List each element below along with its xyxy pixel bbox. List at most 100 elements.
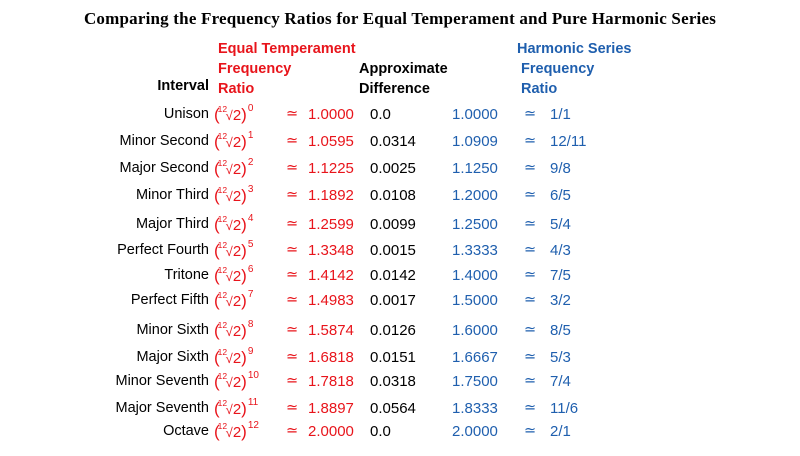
interval-name: Minor Sixth [136, 322, 209, 339]
harmonic-fraction: 11/6 [550, 399, 579, 417]
harmonic-decimal-value: 1.0909 [452, 132, 498, 150]
exponent: 2 [247, 156, 254, 168]
root-base: 2 [232, 323, 242, 341]
radical-icon: √ [225, 351, 233, 367]
table-row: Major Second (12 √2)2 ≃ 1.1225 0.0025 1.1250 ≃ 9… [0, 156, 800, 187]
harmonic-fraction: 2/1 [550, 422, 571, 440]
et-ratio-value: 1.2599 [308, 215, 354, 233]
radical-symbol: 12 √2 [218, 185, 241, 205]
harmonic-decimal-value: 1.6000 [452, 322, 498, 340]
et-ratio-value: 1.8897 [308, 399, 354, 417]
table-row: Minor Third (12 √2)3 ≃ 1.1892 0.0108 1.2000 ≃ 6/… [0, 183, 800, 214]
difference-header: Approximate Difference [359, 59, 448, 99]
radical-icon: √ [225, 294, 233, 310]
root-base: 2 [232, 216, 242, 234]
difference-value: 0.0564 [370, 399, 416, 417]
exponent: 10 [247, 369, 259, 381]
table-row: Unison (12 √2)0 ≃ 1.0000 0.0 1.0000 ≃ 1/1 [0, 103, 800, 133]
approx-symbol: ≃ [286, 132, 299, 149]
harmonic-fraction: 12/11 [550, 132, 587, 150]
harmonic-fraction: 3/2 [550, 292, 571, 310]
exponent: 9 [247, 346, 254, 358]
radical-icon: √ [225, 269, 233, 285]
interval-table: Unison (12 √2)0 ≃ 1.0000 0.0 1.0000 ≃ 1/1 Minor S… [0, 103, 800, 456]
radical-icon: √ [225, 161, 233, 177]
harmonic-decimal-value: 1.5000 [452, 292, 498, 310]
equal-temperament-formula: (12 √2)9 [214, 346, 254, 368]
radical-icon: √ [225, 188, 233, 204]
approx-symbol: ≃ [524, 399, 537, 416]
radical-icon: √ [225, 134, 233, 150]
approx-symbol: ≃ [524, 292, 537, 309]
et-ratio-value: 1.7818 [308, 372, 354, 390]
table-row: Major Sixth (12 √2)9 ≃ 1.6818 0.0151 1.6667 ≃ 5/… [0, 346, 800, 376]
difference-value: 0.0318 [370, 372, 416, 390]
difference-value: 0.0 [370, 422, 391, 440]
equal-temperament-formula: (12 √2)3 [214, 183, 254, 205]
approx-symbol: ≃ [286, 267, 299, 284]
interval-name: Major Second [119, 159, 209, 176]
equal-temperament-formula: (12 √2)2 [214, 156, 254, 178]
exponent: 1 [247, 129, 254, 141]
radical-symbol: 12 √2 [218, 240, 242, 261]
equal-temperament-formula: (12 √2)10 [214, 369, 259, 391]
table-row: Tritone (12 √2)6 ≃ 1.4142 0.0142 1.4000 ≃ 7/5 [0, 264, 800, 294]
root-index: 12 [217, 157, 228, 168]
radical-symbol: 12 √2 [217, 265, 241, 285]
root-base: 2 [232, 243, 242, 261]
interval-header: Interval [157, 76, 209, 96]
approx-symbol: ≃ [524, 422, 537, 439]
radical-icon: √ [225, 374, 233, 390]
difference-value: 0.0017 [370, 292, 416, 310]
harmonic-decimal-value: 2.0000 [452, 422, 498, 440]
table-row: Perfect Fourth (12 √2)5 ≃ 1.3348 0.0015 1.3333… [0, 239, 800, 269]
difference-value: 0.0151 [370, 349, 416, 367]
approx-symbol: ≃ [286, 186, 299, 203]
approx-symbol: ≃ [524, 242, 537, 259]
et-ratio-value: 1.4983 [308, 292, 354, 310]
root-index: 12 [217, 213, 228, 224]
et-ratio-value: 1.0000 [308, 106, 354, 123]
interval-name: Unison [163, 106, 209, 122]
et-ratio-value: 1.1225 [308, 159, 354, 177]
table-row: Major Third (12 √2)4 ≃ 1.2599 0.0099 1.2500 ≃ 5/… [0, 212, 800, 243]
harmonic-decimal-value: 1.2000 [452, 186, 498, 204]
difference-header-line-1: Approximate [359, 61, 448, 77]
interval-name: Minor Seventh [115, 372, 210, 389]
interval-name: Perfect Fifth [130, 292, 209, 309]
et-ratio-value: 1.4142 [308, 267, 354, 285]
difference-value: 0.0142 [370, 267, 416, 285]
interval-name: Perfect Fourth [117, 242, 209, 259]
harmonic-fraction: 5/3 [550, 349, 571, 367]
equal-temperament-formula: (12 √2)11 [214, 396, 259, 418]
approx-symbol: ≃ [524, 159, 537, 176]
radical-symbol: 12 √2 [218, 398, 242, 418]
interval-name: Major Third [135, 215, 209, 232]
root-index: 12 [217, 265, 228, 276]
root-base: 2 [232, 423, 242, 441]
equal-temperament-formula: (12 √2)6 [214, 264, 254, 286]
radical-symbol: 12 √2 [217, 104, 241, 124]
radical-symbol: 12 √2 [217, 370, 241, 391]
approx-symbol: ≃ [524, 267, 537, 284]
harmonic-decimal-value: 1.6667 [452, 349, 498, 367]
exponent: 8 [247, 319, 254, 331]
approx-symbol: ≃ [286, 322, 299, 339]
et-ratio-value: 1.1892 [308, 186, 354, 204]
interval-name: Major Seventh [115, 399, 210, 416]
root-index: 12 [217, 420, 228, 431]
difference-value: 0.0099 [370, 215, 416, 233]
root-index: 12 [217, 320, 228, 331]
root-base: 2 [232, 400, 242, 418]
equal-temperament-formula: (12 √2)4 [214, 212, 254, 234]
interval-name: Octave [163, 422, 209, 439]
exponent: 11 [247, 396, 259, 408]
hs-header-line-2: Frequency [521, 61, 595, 77]
exponent: 12 [247, 419, 259, 431]
equal-temperament-formula: (12 √2)1 [214, 129, 254, 151]
interval-name: Tritone [164, 267, 209, 284]
exponent: 6 [247, 264, 254, 276]
harmonic-decimal-value: 1.8333 [452, 399, 498, 417]
root-index: 12 [217, 370, 228, 381]
root-index: 12 [217, 104, 228, 114]
